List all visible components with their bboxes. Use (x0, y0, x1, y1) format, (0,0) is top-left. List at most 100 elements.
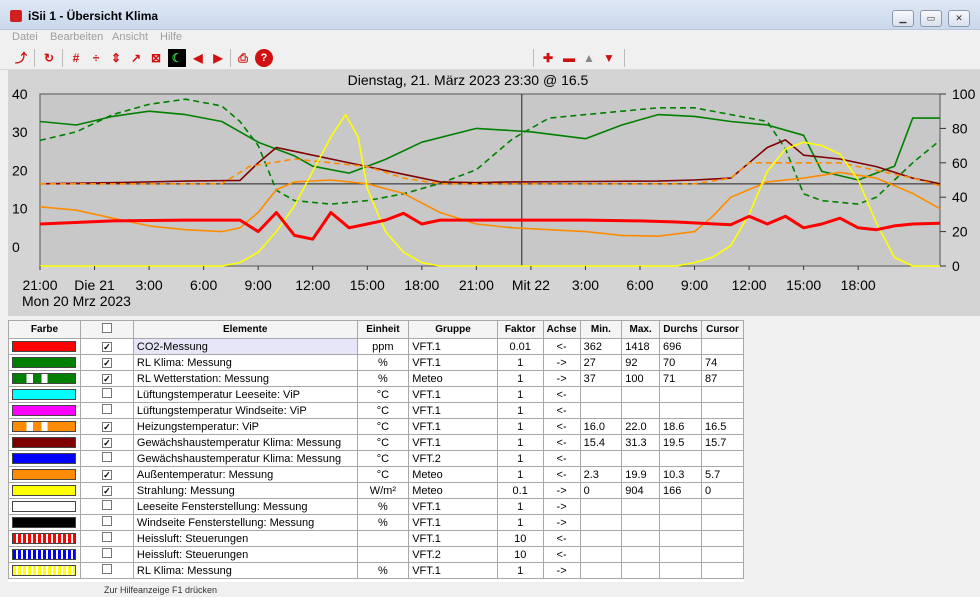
header-col-durchs[interactable]: Durchs (659, 320, 702, 339)
color-swatch[interactable] (12, 357, 76, 368)
header-col-gruppe[interactable]: Gruppe (408, 320, 498, 339)
color-cell[interactable] (8, 450, 81, 467)
color-cell[interactable] (8, 354, 81, 371)
color-swatch[interactable] (12, 341, 76, 352)
visible-checkbox[interactable]: ✓ (101, 341, 112, 352)
select-all-checkbox[interactable] (101, 323, 112, 333)
visible-checkbox[interactable] (101, 532, 112, 542)
menu-bearbeiten[interactable]: Bearbeiten (50, 31, 104, 43)
header-col-cursor[interactable]: Cursor (701, 320, 744, 339)
visible-checkbox[interactable]: ✓ (101, 373, 112, 384)
remove-icon[interactable]: ▬ (563, 51, 575, 65)
menu-datei[interactable]: Datei (12, 31, 38, 43)
color-cell[interactable] (8, 434, 81, 451)
header-col-achse[interactable]: Achse (542, 320, 581, 339)
color-cell[interactable] (8, 370, 81, 387)
visible-checkbox[interactable] (101, 500, 112, 510)
color-cell[interactable] (8, 482, 81, 499)
color-cell[interactable] (8, 466, 81, 483)
table-row[interactable]: RL Klima: Messung% VFT.1 1 -> (8, 562, 744, 579)
table-row[interactable]: Windseite Fensterstellung: Messung% VFT.1… (8, 514, 744, 531)
print-icon[interactable]: ⎙ (238, 51, 248, 65)
close-icon[interactable]: ✕ (948, 10, 970, 27)
visible-checkbox[interactable] (101, 564, 112, 574)
table-row[interactable]: Gewächshaustemperatur Klima: Messung °C VF… (8, 450, 744, 467)
header-col-min[interactable]: Min. (579, 320, 623, 339)
chart-area[interactable]: Dienstag, 21. März 2023 23:30 @ 16.5 40 3… (8, 70, 980, 316)
visible-checkbox[interactable] (101, 388, 112, 398)
table-row[interactable]: ✓ CO2-Messung ppm VFT.1 0.01 <- 362 1418 696 (8, 338, 744, 355)
grid-icon[interactable]: # (72, 51, 80, 65)
visible-checkbox[interactable]: ✓ (101, 437, 112, 448)
table-row[interactable]: Heissluft: Steuerungen VFT.1 10 <- (8, 530, 744, 547)
color-cell[interactable] (8, 514, 81, 531)
menu-ansicht[interactable]: Ansicht (112, 31, 149, 43)
table-row[interactable]: Leeseite Fensterstellung: Messung% VFT.1 1… (8, 498, 744, 515)
table-row[interactable]: Lüftungstemperatur Windseite: ViP °C VFT.1… (8, 402, 744, 419)
export-icon[interactable]: ⤴ (14, 51, 27, 65)
header-col-faktor[interactable]: Faktor (496, 320, 544, 339)
color-swatch[interactable] (12, 485, 76, 496)
color-cell[interactable] (8, 402, 81, 419)
color-cell[interactable] (8, 338, 81, 355)
table-row[interactable]: ✓ RL Wetterstation: Messung% Meteo 1 -> 37 100… (8, 370, 744, 387)
visible-checkbox[interactable] (101, 404, 112, 414)
color-cell[interactable] (8, 546, 81, 563)
color-swatch[interactable] (12, 517, 76, 528)
table-row[interactable]: ✓ RL Klima: Messung% VFT.1 1 -> 27 92 70 74 (8, 354, 744, 371)
refresh-icon[interactable]: ↻ (43, 51, 55, 65)
night-mode-icon[interactable]: ☾ (168, 49, 186, 67)
table-row[interactable]: Lüftungstemperatur Leeseite: ViP °C VFT.1 1… (8, 386, 744, 403)
table-row[interactable]: ✓ Außentemperatur: Messung °C Meteo 1 <- 2.3 19… (8, 466, 744, 483)
y-right-tick-label: 80 (952, 120, 968, 136)
visible-checkbox[interactable]: ✓ (101, 485, 112, 496)
color-swatch[interactable] (12, 549, 76, 560)
color-swatch[interactable] (12, 453, 76, 464)
color-swatch[interactable] (12, 389, 76, 400)
box-icon[interactable]: ⊠ (150, 51, 162, 65)
color-swatch[interactable] (12, 469, 76, 480)
visible-checkbox[interactable]: ✓ (101, 421, 112, 432)
visible-checkbox[interactable]: ✓ (101, 357, 112, 368)
header-col-elemente[interactable]: Elemente (132, 320, 358, 339)
zoom-vertical-icon[interactable]: ÷ (92, 51, 100, 65)
min-cell (579, 450, 623, 467)
visible-checkbox[interactable] (101, 452, 112, 462)
color-swatch[interactable] (12, 405, 76, 416)
color-swatch[interactable] (12, 501, 76, 512)
down-icon[interactable]: ▼ (603, 51, 615, 65)
color-swatch[interactable] (12, 533, 76, 544)
table-row[interactable]: ✓ Strahlung: Messung W/m² Meteo 0.1 -> 0 904 166… (8, 482, 744, 499)
help-icon[interactable]: ? (255, 49, 273, 67)
up-icon[interactable]: ▲ (583, 51, 595, 65)
table-row[interactable]: ✓ Heizungstemperatur: ViP °C VFT.1 1 <- 16.0 22… (8, 418, 744, 435)
cursor-icon[interactable]: ↗ (130, 51, 142, 65)
maximize-icon[interactable]: ▭ (920, 10, 942, 27)
expand-vertical-icon[interactable]: ⇕ (110, 51, 122, 65)
table-row[interactable]: Heissluft: Steuerungen VFT.2 10 <- (8, 546, 744, 563)
visible-checkbox[interactable] (101, 548, 112, 558)
visible-checkbox[interactable]: ✓ (101, 469, 112, 480)
color-cell[interactable] (8, 530, 81, 547)
header-col-max[interactable]: Max. (621, 320, 661, 339)
visible-checkbox[interactable] (101, 516, 112, 526)
color-cell[interactable] (8, 498, 81, 515)
arrow-right-icon[interactable]: ▶ (213, 51, 223, 65)
minimize-icon[interactable]: ▁ (892, 10, 914, 27)
color-swatch[interactable] (12, 437, 76, 448)
menu-hilfe[interactable]: Hilfe (160, 31, 183, 43)
plot-area[interactable] (39, 93, 941, 267)
color-swatch[interactable] (12, 421, 76, 432)
header-col-check[interactable] (79, 320, 134, 339)
color-swatch[interactable] (12, 565, 76, 576)
add-icon[interactable]: ✚ (542, 51, 554, 65)
color-cell[interactable] (8, 418, 81, 435)
color-cell[interactable] (8, 386, 81, 403)
arrow-left-icon[interactable]: ◀ (193, 51, 203, 65)
color-swatch[interactable] (12, 373, 76, 384)
header-col-farbe[interactable]: Farbe (8, 320, 81, 339)
table-row[interactable]: ✓ Gewächshaustemperatur Klima: Messung °C V… (8, 434, 744, 451)
color-cell[interactable] (8, 562, 81, 579)
header-col-einheit[interactable]: Einheit (356, 320, 410, 339)
